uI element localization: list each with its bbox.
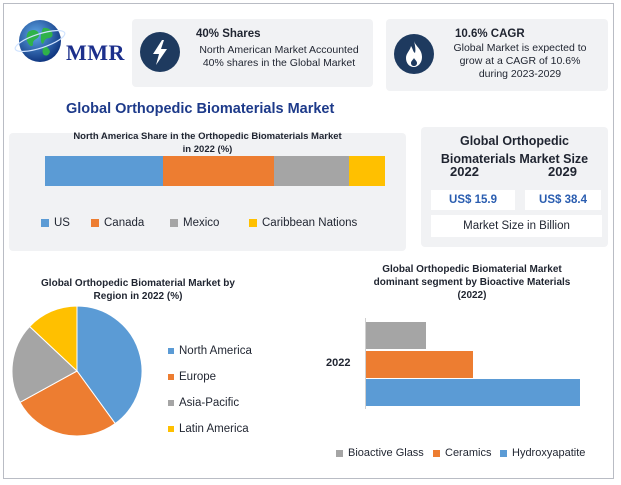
year-2022: 2022 bbox=[450, 164, 479, 179]
bar-segment-canada bbox=[163, 156, 275, 186]
chart-title-line: dominant segment by Bioactive Materials bbox=[373, 277, 571, 288]
stat-body-line: Global Market is expected to bbox=[453, 42, 587, 54]
stat-body-line: during 2023-2029 bbox=[478, 68, 562, 80]
stat-title: 40% Shares bbox=[196, 28, 261, 40]
stat-body: North American Market Accounted 40% shar… bbox=[187, 44, 371, 70]
logo-text: MMR bbox=[66, 40, 125, 65]
legend-label: Latin America bbox=[179, 423, 249, 435]
legend-item: Mexico bbox=[170, 217, 219, 229]
legend-label: Asia-Pacific bbox=[179, 397, 240, 409]
stat-card-cagr: 10.6% CAGR Global Market is expected to … bbox=[386, 19, 608, 91]
stat-body: Global Market is expected to grow at a C… bbox=[442, 42, 598, 81]
legend-label: US bbox=[54, 217, 70, 229]
segment-bars bbox=[366, 322, 580, 406]
stat-body-line: 40% shares in the Global Market bbox=[202, 57, 356, 69]
stat-body-line: grow at a CAGR of 10.6% bbox=[459, 55, 581, 67]
legend-label: Europe bbox=[179, 371, 217, 383]
legend-swatch bbox=[170, 219, 178, 227]
legend-item: Bioactive Glass bbox=[336, 447, 424, 459]
market-size-title: Global Orthopedic Biomaterials Market Si… bbox=[421, 132, 608, 168]
chart-title-line: in 2022 (%) bbox=[182, 144, 233, 155]
chart-title-line: Region in 2022 (%) bbox=[93, 291, 183, 302]
chart-title-line: (2022) bbox=[457, 290, 487, 301]
logo: MMR bbox=[14, 16, 124, 68]
legend-swatch bbox=[336, 449, 343, 457]
stacked-bar bbox=[45, 156, 385, 186]
stat-body-line: North American Market Accounted bbox=[199, 44, 359, 56]
legend-item: Ceramics bbox=[433, 447, 491, 459]
pie-slice-latin-america bbox=[28, 305, 78, 373]
market-size-value-2022: US$ 15.9 bbox=[431, 190, 515, 210]
legend-swatch bbox=[91, 219, 99, 227]
legend-item: Asia-Pacific bbox=[168, 397, 239, 409]
legend-label: Canada bbox=[104, 217, 145, 229]
bar-ceramics bbox=[366, 350, 473, 378]
chart-title-line: Global Orthopedic Biomaterial Market by bbox=[41, 278, 235, 289]
legend-swatch bbox=[249, 219, 257, 227]
bar-segment-us bbox=[45, 156, 164, 186]
legend-swatch bbox=[168, 426, 174, 432]
legend-swatch bbox=[433, 449, 440, 457]
chart-title: Global Orthopedic Biomaterial Market by … bbox=[28, 277, 248, 303]
legend-swatch bbox=[168, 374, 174, 380]
legend-item: North America bbox=[168, 345, 252, 357]
lightning-icon bbox=[153, 40, 167, 65]
page-title: Global Orthopedic Biomaterials Market bbox=[66, 101, 335, 117]
chart-title: Global Orthopedic Biomaterial Market dom… bbox=[347, 263, 597, 302]
legend-swatch bbox=[41, 219, 49, 227]
stat-icon-badge bbox=[140, 32, 180, 72]
legend-label: Ceramics bbox=[445, 447, 492, 459]
y-axis-line bbox=[365, 318, 366, 409]
legend-label: Mexico bbox=[183, 217, 220, 229]
pie-chart bbox=[11, 305, 143, 437]
chart-title-line: North America Share in the Orthopedic Bi… bbox=[73, 131, 342, 142]
stat-icon-badge bbox=[394, 34, 434, 74]
market-size-panel: Global Orthopedic Biomaterials Market Si… bbox=[421, 127, 608, 247]
legend-item: Canada bbox=[91, 217, 144, 229]
market-size-value-2029: US$ 38.4 bbox=[525, 190, 601, 210]
stat-title: 10.6% CAGR bbox=[455, 28, 525, 40]
chart-title: North America Share in the Orthopedic Bi… bbox=[9, 130, 406, 156]
pie-slice-north-america bbox=[76, 305, 143, 425]
stat-card-shares: 40% Shares North American Market Account… bbox=[132, 19, 373, 87]
legend-label: Caribbean Nations bbox=[262, 217, 358, 229]
bar-hydroxyapatite bbox=[366, 379, 580, 406]
legend-item: US bbox=[41, 217, 70, 229]
market-size-unit: Market Size in Billion bbox=[431, 215, 602, 237]
legend-swatch bbox=[168, 348, 174, 354]
legend-item: Europe bbox=[168, 371, 216, 383]
bar-segment-mexico bbox=[274, 156, 350, 186]
legend-item: Hydroxyapatite bbox=[500, 447, 585, 459]
pie-slice-asia-pacific bbox=[11, 325, 78, 403]
pie-slice-europe bbox=[19, 370, 116, 437]
legend-item: Latin America bbox=[168, 423, 249, 435]
legend-label: North America bbox=[179, 345, 252, 357]
legend-label: Hydroxyapatite bbox=[512, 447, 586, 459]
legend-swatch bbox=[168, 400, 174, 406]
chart-title-line: Global Orthopedic Biomaterial Market bbox=[382, 264, 562, 275]
flame-icon bbox=[406, 41, 422, 67]
market-size-title-line: Global Orthopedic bbox=[459, 134, 570, 148]
globe-icon bbox=[14, 20, 66, 62]
legend-item: Caribbean Nations bbox=[249, 217, 357, 229]
market-size-title-line: Biomaterials Market Size bbox=[440, 152, 589, 166]
legend-label: Bioactive Glass bbox=[348, 447, 424, 459]
na-share-panel: North America Share in the Orthopedic Bi… bbox=[9, 130, 406, 251]
bar-bioactive-glass bbox=[366, 322, 426, 349]
legend-swatch bbox=[500, 449, 507, 457]
y-tick-label: 2022 bbox=[326, 357, 351, 369]
year-2029: 2029 bbox=[548, 164, 577, 179]
bar-segment-caribbean-nations bbox=[349, 156, 385, 186]
